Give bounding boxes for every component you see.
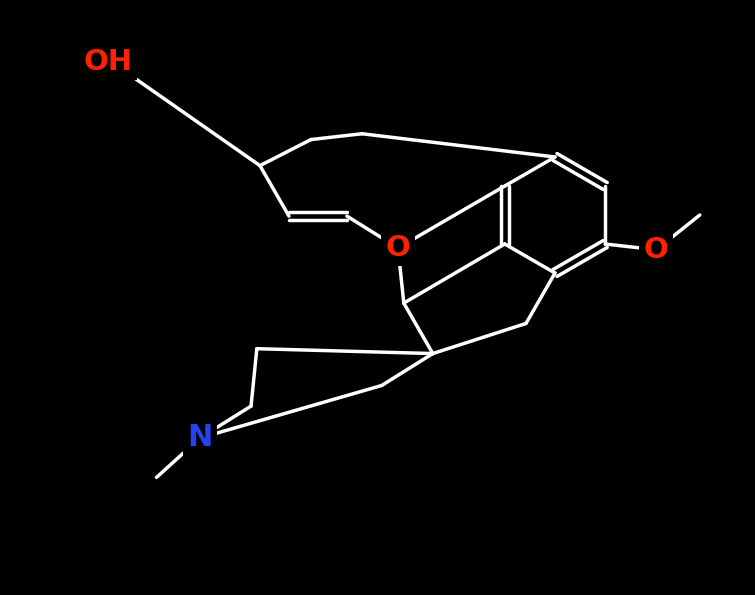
Text: OH: OH <box>84 48 133 76</box>
Text: O: O <box>644 236 669 264</box>
Text: N: N <box>187 424 213 453</box>
Text: O: O <box>386 234 411 262</box>
